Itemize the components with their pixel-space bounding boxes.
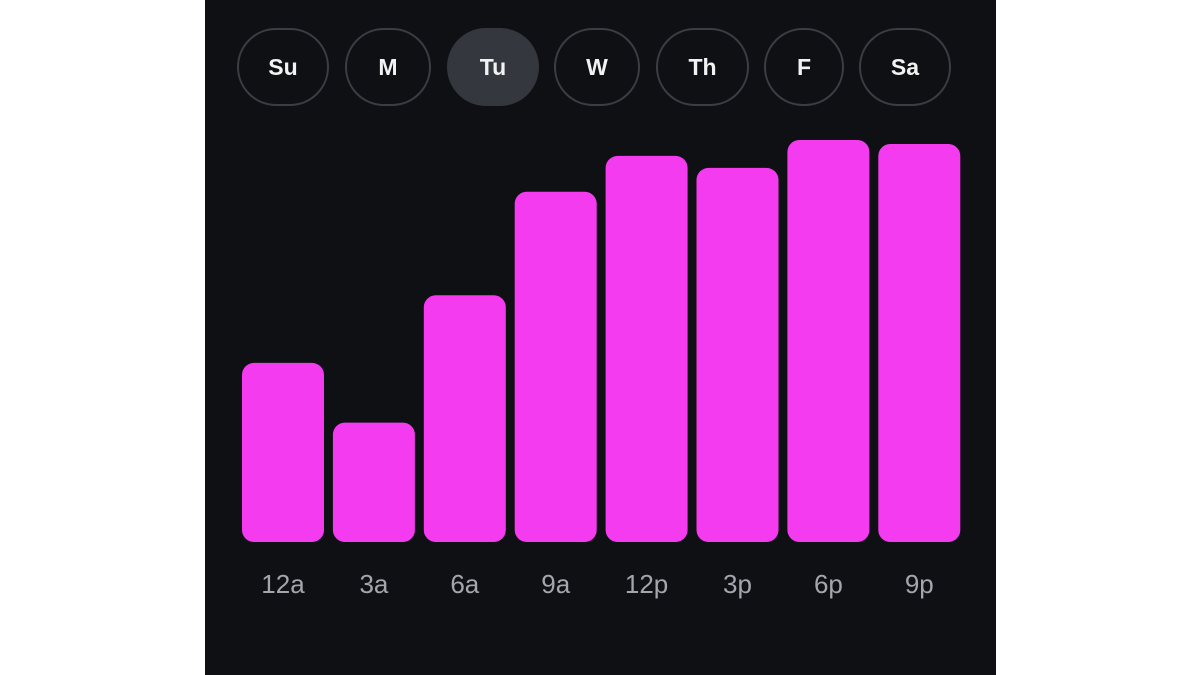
bar-3a[interactable] (332, 422, 415, 542)
day-tab-monday[interactable]: M (345, 28, 431, 106)
bar-12a[interactable] (242, 362, 324, 542)
bar-9a[interactable] (514, 191, 597, 542)
bar-9p[interactable] (878, 144, 961, 542)
x-tick-label: 9a (541, 569, 570, 599)
day-selector: Su M Tu W Th F Sa (205, 0, 996, 140)
day-tab-saturday[interactable]: Sa (859, 28, 951, 106)
bar-6p[interactable] (787, 140, 870, 542)
bar-3p[interactable] (696, 167, 779, 542)
day-tab-tuesday[interactable]: Tu (447, 28, 539, 106)
popular-times-panel: Su M Tu W Th F Sa 12a 3a 6a 9a 12p 3p 6p 9p (205, 0, 996, 675)
day-tab-thursday[interactable]: Th (656, 28, 749, 106)
bar-6a[interactable] (423, 295, 506, 542)
x-tick-label: 9p (905, 569, 934, 599)
day-tab-friday[interactable]: F (764, 28, 844, 106)
day-tab-sunday[interactable]: Su (237, 28, 329, 106)
bar-12p[interactable] (605, 155, 688, 542)
x-tick-label: 6a (450, 569, 479, 599)
x-tick-label: 12p (625, 569, 668, 599)
day-tab-wednesday[interactable]: W (554, 28, 640, 106)
x-tick-label: 3a (359, 569, 388, 599)
x-tick-label: 12a (261, 569, 305, 599)
x-tick-label: 6p (814, 569, 843, 599)
hourly-bar-chart: 12a 3a 6a 9a 12p 3p 6p 9p (242, 140, 961, 599)
x-tick-label: 3p (723, 569, 752, 599)
